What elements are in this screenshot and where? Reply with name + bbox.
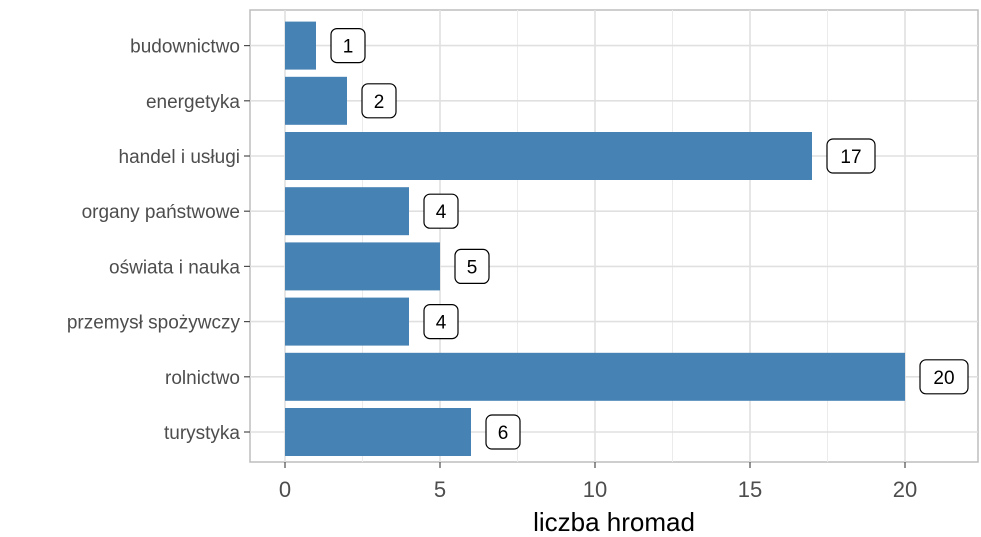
data-label: 17 (840, 147, 861, 168)
data-label-box (919, 359, 969, 395)
value-axis: 0 5 10 15 20 (279, 462, 917, 502)
category-label: budownictwo (130, 37, 240, 58)
category-label: energetyka (146, 92, 240, 113)
category-label: rolnictwo (165, 368, 240, 389)
data-label: 2 (374, 92, 385, 113)
data-label: 4 (436, 202, 447, 223)
data-label: 20 (933, 368, 954, 389)
bar (285, 21, 316, 70)
data-label-box (826, 138, 876, 174)
data-label: 6 (498, 423, 509, 444)
data-label: 4 (436, 313, 447, 334)
data-label-box (330, 28, 366, 64)
x-tick-label: 20 (893, 477, 917, 502)
bar (285, 76, 347, 125)
data-label-box (423, 304, 459, 340)
bars (285, 21, 905, 456)
x-tick-label: 5 (434, 477, 446, 502)
data-label-box (423, 193, 459, 229)
x-tick-label: 15 (738, 477, 762, 502)
bar (285, 242, 440, 291)
data-labels: 1 2 17 4 5 4 20 6 (330, 28, 969, 450)
data-label: 5 (467, 257, 478, 278)
bar (285, 187, 409, 236)
category-label: przemysł spożywczy (67, 313, 241, 334)
bar (285, 132, 812, 180)
bar (285, 408, 471, 456)
category-label: handel i usługi (119, 147, 240, 168)
bar (285, 297, 409, 346)
category-label: oświata i nauka (109, 257, 240, 278)
category-label: turystyka (164, 423, 240, 444)
data-label: 1 (343, 37, 354, 58)
category-label: organy państwowe (82, 202, 240, 223)
bar (285, 352, 905, 401)
category-axis: budownictwo energetyka handel i usługi orga… (67, 37, 250, 444)
x-tick-label: 10 (583, 477, 607, 502)
data-label-box (361, 83, 397, 119)
x-axis-title: liczba hromad (533, 507, 695, 537)
x-tick-label: 0 (279, 477, 291, 502)
data-label-box (485, 414, 521, 450)
data-label-box (454, 248, 490, 284)
